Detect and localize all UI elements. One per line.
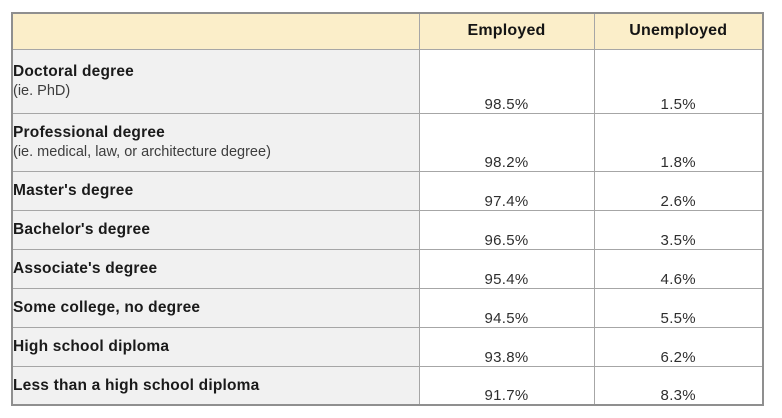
employed-value: 91.7%: [418, 365, 595, 406]
header-corner-cell: [11, 12, 420, 50]
employed-value: 95.4%: [418, 248, 595, 289]
table-row: Less than a high school diploma 91.7% 8.…: [11, 365, 764, 406]
row-label: Associate's degree: [13, 260, 158, 277]
row-label-cell: Master's degree: [11, 170, 420, 211]
row-label-cell: Some college, no degree: [11, 287, 420, 328]
employed-value: 94.5%: [418, 287, 595, 328]
unemployed-value: 8.3%: [593, 365, 764, 406]
employed-value: 96.5%: [418, 209, 595, 250]
row-label: Bachelor's degree: [13, 221, 151, 238]
row-label: High school diploma: [13, 338, 170, 355]
row-label-cell: Less than a high school diploma: [11, 365, 420, 406]
row-label: Doctoral degree: [13, 63, 135, 80]
employment-by-education-table: Employed Unemployed Doctoral degree (ie.…: [11, 12, 764, 406]
table-row: Master's degree 97.4% 2.6%: [11, 170, 764, 211]
row-label-cell: High school diploma: [11, 326, 420, 367]
table-row: Bachelor's degree 96.5% 3.5%: [11, 209, 764, 250]
table-row: High school diploma 93.8% 6.2%: [11, 326, 764, 367]
row-label-cell: Doctoral degree (ie. PhD): [11, 48, 420, 114]
employed-value: 93.8%: [418, 326, 595, 367]
unemployed-value: 3.5%: [593, 209, 764, 250]
header-unemployed: Unemployed: [593, 12, 764, 50]
row-label-cell: Professional degree (ie. medical, law, o…: [11, 112, 420, 172]
table-row: Associate's degree 95.4% 4.6%: [11, 248, 764, 289]
row-label: Some college, no degree: [13, 299, 201, 316]
table-row: Doctoral degree (ie. PhD) 98.5% 1.5%: [11, 48, 764, 114]
unemployed-value: 2.6%: [593, 170, 764, 211]
unemployed-value: 4.6%: [593, 248, 764, 289]
unemployed-value: 1.5%: [593, 48, 764, 114]
employed-value: 98.2%: [418, 112, 595, 172]
table-row: Professional degree (ie. medical, law, o…: [11, 112, 764, 172]
row-label: Master's degree: [13, 182, 134, 199]
table-row: Some college, no degree 94.5% 5.5%: [11, 287, 764, 328]
employed-value: 98.5%: [418, 48, 595, 114]
row-sublabel: (ie. medical, law, or architecture degre…: [13, 144, 271, 160]
row-label: Professional degree: [13, 124, 165, 141]
header-employed: Employed: [418, 12, 595, 50]
row-label: Less than a high school diploma: [13, 376, 260, 394]
row-label-cell: Associate's degree: [11, 248, 420, 289]
unemployed-value: 6.2%: [593, 326, 764, 367]
employed-value: 97.4%: [418, 170, 595, 211]
row-sublabel: (ie. PhD): [13, 83, 71, 99]
row-label-cell: Bachelor's degree: [11, 209, 420, 250]
unemployed-value: 5.5%: [593, 287, 764, 328]
unemployed-value: 1.8%: [593, 112, 764, 172]
header-row: Employed Unemployed: [11, 12, 764, 50]
